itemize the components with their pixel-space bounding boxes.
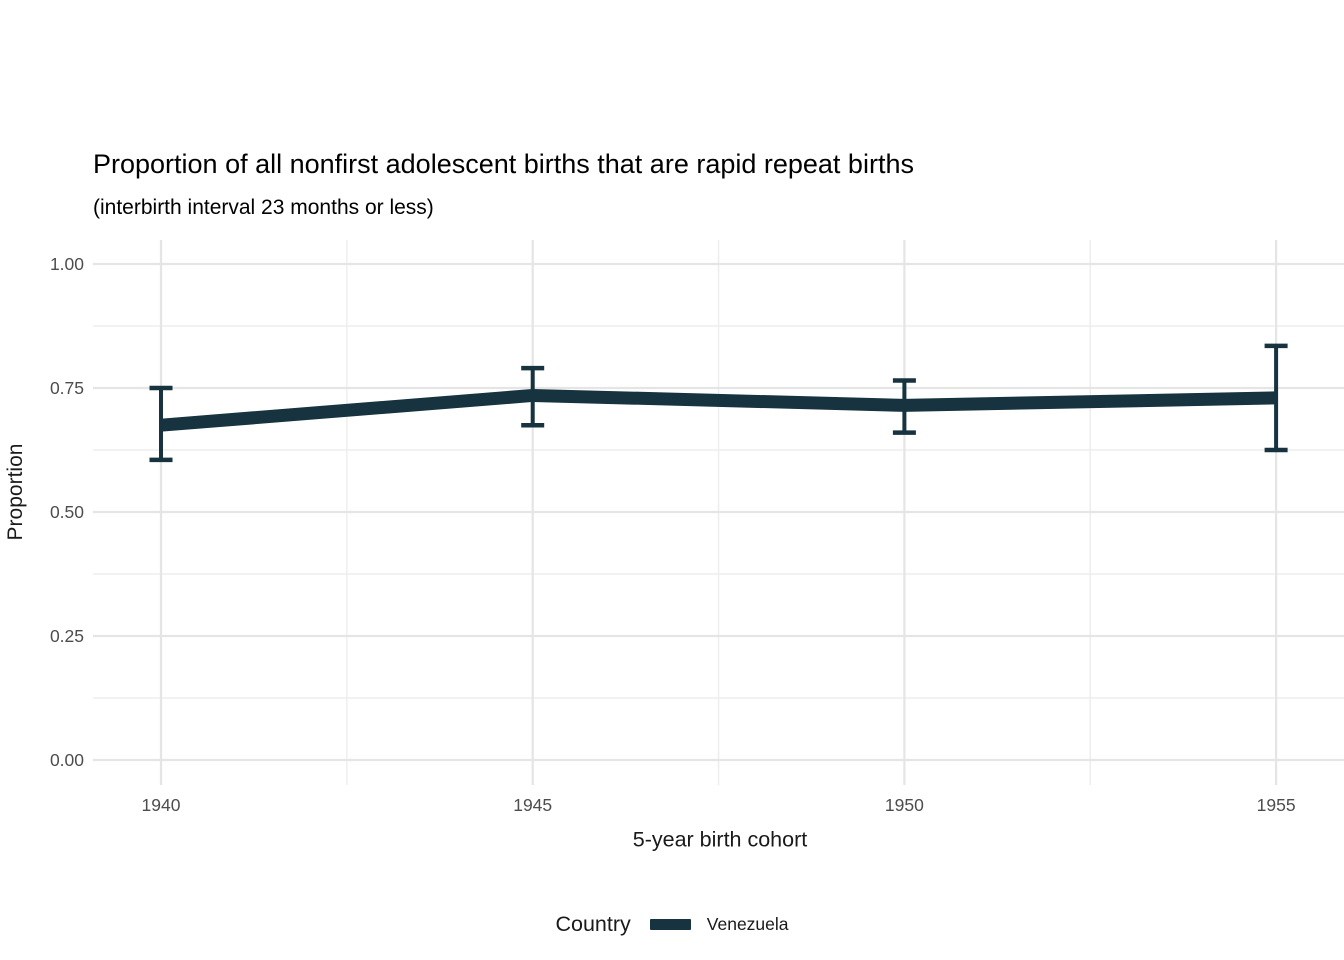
chart-subtitle: (interbirth interval 23 months or less): [93, 196, 434, 219]
chart-title: Proportion of all nonfirst adolescent bi…: [93, 149, 914, 179]
legend: Country Venezuela: [0, 905, 1344, 943]
data-line-venezuela: [160, 388, 1277, 432]
y-tick-label: 0.50: [50, 502, 84, 522]
x-axis-title: 5-year birth cohort: [632, 827, 808, 852]
y-tick-label: 1.00: [50, 254, 84, 274]
y-tick-label: 0.75: [50, 378, 84, 398]
x-tick-label: 1955: [1257, 795, 1296, 815]
plot-area: 0.00 0.25 0.50 0.75 1.00 1940 1945 1950 1955: [50, 240, 1344, 815]
legend-label-venezuela: Venezuela: [706, 913, 789, 934]
y-tick-label: 0.00: [50, 750, 84, 770]
legend-key-line: [649, 918, 691, 930]
x-tick-label: 1940: [142, 795, 181, 815]
legend-title: Country: [555, 911, 631, 936]
x-tick-label: 1950: [885, 795, 924, 815]
y-axis-title: Proportion: [4, 443, 27, 541]
y-tick-label: 0.25: [50, 626, 84, 646]
x-tick-label: 1945: [513, 795, 552, 815]
